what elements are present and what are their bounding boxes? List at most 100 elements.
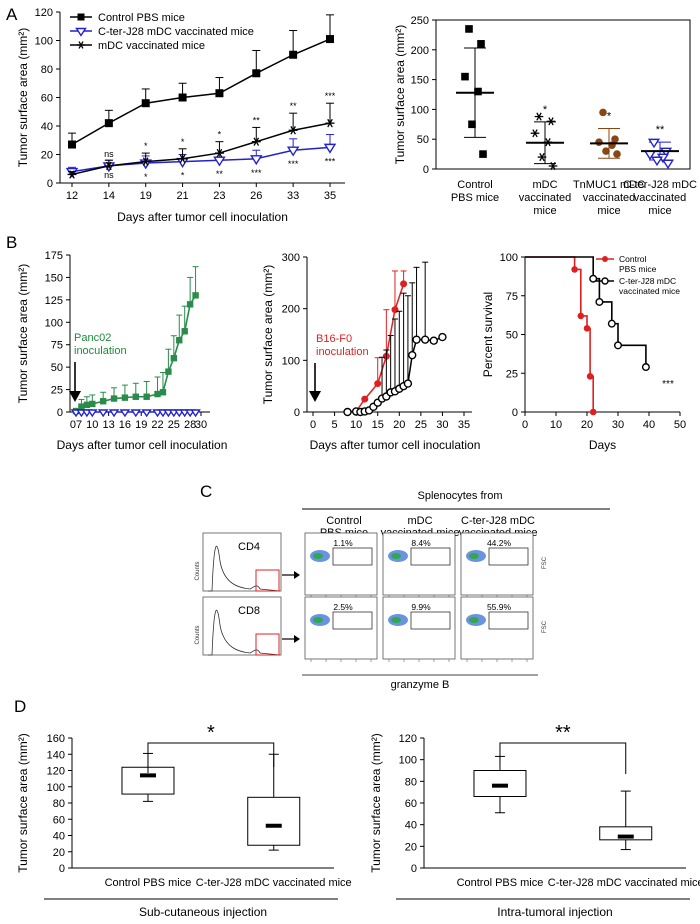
c-xlabel: granzyme B xyxy=(391,679,450,691)
a2-point xyxy=(548,161,558,171)
chartD2-caption: Intra-tumoral injection xyxy=(497,905,612,919)
a1-point-stroke xyxy=(327,118,333,128)
b1-control-point xyxy=(121,394,129,401)
c-dotplot-frame xyxy=(382,596,456,660)
a1-point xyxy=(141,157,151,166)
chartD1-y-tick-label: 140 xyxy=(47,749,65,761)
b2-arrow-head xyxy=(309,391,321,402)
chartD2-category-label: C-ter-J28 mDC vaccinated mice xyxy=(548,877,700,889)
b3-point xyxy=(607,319,616,328)
a1-x-tick-label: 23 xyxy=(213,190,225,202)
b1-vaccinated-point xyxy=(119,409,131,418)
a2-point xyxy=(534,112,544,121)
b2-point xyxy=(361,395,369,403)
b3-x-tick-label: 20 xyxy=(581,419,593,431)
b1-vaccinated-point xyxy=(97,409,109,418)
c-column-header: mDC xyxy=(407,515,432,527)
panel-c-flow-cytometry: Splenocytes fromControlPBS micemDCvaccin… xyxy=(195,490,610,691)
a1-point-stroke xyxy=(253,137,260,146)
b2-x-tick-label: 35 xyxy=(458,419,470,431)
b3-legend-marker xyxy=(602,256,608,262)
chartD2-box xyxy=(473,770,527,797)
b1-y-tick-label: 175 xyxy=(45,250,63,262)
b3-legend-marker xyxy=(601,277,609,285)
b1-x-tick-label: 16 xyxy=(119,419,131,431)
a1-point xyxy=(323,143,337,154)
b1-x-tick-label: 19 xyxy=(135,419,147,431)
c-percentage: 55.9% xyxy=(487,602,512,612)
b1-control-point xyxy=(78,403,85,410)
a1-y-tick-label: 40 xyxy=(41,121,53,133)
a1-x-tick-label: 14 xyxy=(103,190,115,202)
b2-x-tick-label: 20 xyxy=(393,419,405,431)
a2-point xyxy=(537,153,547,162)
a1-point xyxy=(104,119,113,128)
chartD1-category-label: Control PBS mice xyxy=(105,877,192,889)
a1-y-tick-label: 100 xyxy=(35,36,53,48)
c-histogram-frame xyxy=(202,532,282,592)
a1-y-axis-label: Tumor surface area (mm²) xyxy=(16,28,30,168)
b1-vaccinated-point xyxy=(86,409,98,418)
chartD1-y-axis-label: Tumor surface area (mm²) xyxy=(16,733,30,873)
a2-point xyxy=(611,135,619,143)
a1-series-line xyxy=(71,122,331,176)
b3-point xyxy=(589,408,597,416)
c-fsc-label: FSC xyxy=(542,556,548,569)
c-histogram-frame xyxy=(202,596,282,656)
a1-point-stroke xyxy=(106,161,112,171)
a1-point xyxy=(288,126,298,135)
b1-control-point xyxy=(192,292,199,299)
b1-y-axis-label: Tumor surface area (mm²) xyxy=(16,264,30,404)
a1-point xyxy=(250,155,263,166)
b2-x-tick-label: 15 xyxy=(372,419,384,431)
a2-group-label: mDC xyxy=(532,179,557,191)
a1-point xyxy=(68,140,76,149)
b1-arrow-head xyxy=(69,391,81,402)
b3-y-axis-label: Percent survival xyxy=(481,292,495,377)
b2-point xyxy=(343,407,352,417)
a2-point-stroke xyxy=(532,129,538,138)
b3-significance: *** xyxy=(662,379,674,390)
c-dot-core xyxy=(313,617,323,623)
b3-point xyxy=(583,325,591,332)
chartD2-y-tick-label: 80 xyxy=(405,776,417,788)
a1-x-axis-label: Days after tumor cell inoculation xyxy=(117,210,288,224)
a1-y-tick-label: 120 xyxy=(35,7,53,19)
b3-x-tick-label: 0 xyxy=(522,419,528,431)
b1-x-tick-label: 07 xyxy=(70,419,82,431)
c-gate-rect xyxy=(488,611,529,630)
chartD2-y-axis-label: Tumor surface area (mm²) xyxy=(369,733,383,873)
b3-y-tick-label: 100 xyxy=(500,252,518,264)
b3-y-tick-label: 75 xyxy=(506,291,518,303)
chartD2-median xyxy=(617,834,634,839)
a1-point xyxy=(325,118,335,128)
a2-group-label: mice xyxy=(597,205,620,217)
chartD1-y-tick-label: 120 xyxy=(47,766,65,778)
a1-significance: ns xyxy=(104,170,114,180)
b2-point xyxy=(403,379,413,388)
a2-group-label: mice xyxy=(533,205,556,217)
c-percentage: 2.5% xyxy=(333,602,353,612)
a2-group-label: C-ter-J28 mDC xyxy=(623,179,697,191)
c-gate-rect xyxy=(332,611,373,630)
c-marker-label: CD4 xyxy=(238,541,260,553)
b1-control-point xyxy=(154,390,161,398)
c-dot-core xyxy=(469,617,479,623)
c-percentage: 1.1% xyxy=(333,538,353,548)
a2-group-label: PBS mice xyxy=(451,192,499,204)
b1-y-tick-label: 50 xyxy=(51,362,63,374)
c-dotplot-frame xyxy=(460,532,534,596)
b1-y-tick-label: 100 xyxy=(45,317,63,329)
a2-point xyxy=(461,72,469,81)
b2-point xyxy=(420,335,430,344)
b3-survival-curve xyxy=(525,256,595,412)
panel-label-a: A xyxy=(6,5,18,24)
b2-y-tick-label: 0 xyxy=(294,407,300,419)
a1-x-tick-label: 12 xyxy=(66,190,78,202)
a1-point-stroke xyxy=(216,148,223,158)
c-gate-rect xyxy=(410,611,451,630)
a2-group-label: vaccinated xyxy=(519,192,572,204)
b3-x-tick-label: 50 xyxy=(674,419,686,431)
b3-y-tick-label: 25 xyxy=(506,368,518,380)
